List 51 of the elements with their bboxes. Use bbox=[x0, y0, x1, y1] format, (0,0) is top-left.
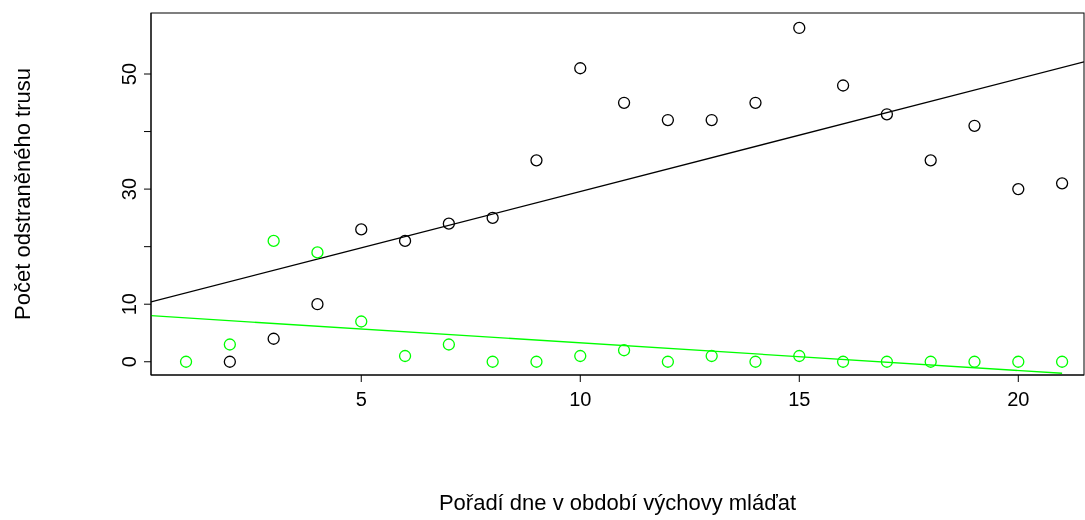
point bbox=[661, 355, 675, 368]
point bbox=[355, 223, 368, 236]
point bbox=[223, 355, 236, 368]
point bbox=[1012, 182, 1025, 196]
point bbox=[530, 154, 543, 167]
point bbox=[836, 79, 850, 92]
x-tick-label: 10 bbox=[569, 388, 592, 410]
point bbox=[749, 96, 762, 109]
point bbox=[924, 355, 937, 368]
point bbox=[267, 234, 280, 248]
point bbox=[267, 332, 280, 345]
point bbox=[574, 62, 587, 75]
point bbox=[749, 355, 762, 368]
point bbox=[880, 108, 894, 121]
point bbox=[179, 355, 193, 368]
point bbox=[617, 96, 631, 109]
y-axis-title: Počet odstraněného trusu bbox=[9, 68, 35, 320]
point bbox=[924, 154, 937, 167]
point bbox=[530, 355, 543, 368]
point bbox=[398, 234, 412, 248]
point bbox=[705, 113, 718, 127]
point bbox=[398, 349, 412, 363]
point bbox=[661, 113, 675, 127]
point bbox=[793, 21, 806, 35]
point bbox=[880, 355, 894, 368]
point bbox=[793, 349, 806, 363]
point bbox=[223, 338, 236, 351]
point bbox=[968, 355, 981, 368]
x-axis-title: Pořadí dne v období výchovy mláďat bbox=[438, 490, 797, 515]
point bbox=[1055, 355, 1069, 368]
y-tick-label: 50 bbox=[118, 62, 140, 86]
y-tick-label: 10 bbox=[118, 293, 140, 316]
point bbox=[311, 246, 324, 259]
y-tick-label: 30 bbox=[118, 177, 140, 201]
point bbox=[617, 344, 631, 357]
point bbox=[311, 298, 324, 311]
x-tick-label: 20 bbox=[1007, 388, 1030, 410]
point bbox=[968, 119, 981, 132]
point bbox=[442, 338, 456, 351]
point bbox=[836, 355, 850, 368]
point bbox=[574, 349, 587, 363]
y-tick-label: 0 bbox=[118, 356, 140, 368]
point bbox=[486, 211, 499, 225]
point bbox=[1055, 177, 1069, 190]
x-tick-label: 15 bbox=[788, 388, 811, 410]
point bbox=[486, 355, 499, 368]
point bbox=[705, 349, 718, 363]
point bbox=[355, 315, 368, 328]
point bbox=[442, 217, 456, 230]
x-tick-label: 5 bbox=[355, 388, 367, 410]
point bbox=[1012, 355, 1025, 368]
